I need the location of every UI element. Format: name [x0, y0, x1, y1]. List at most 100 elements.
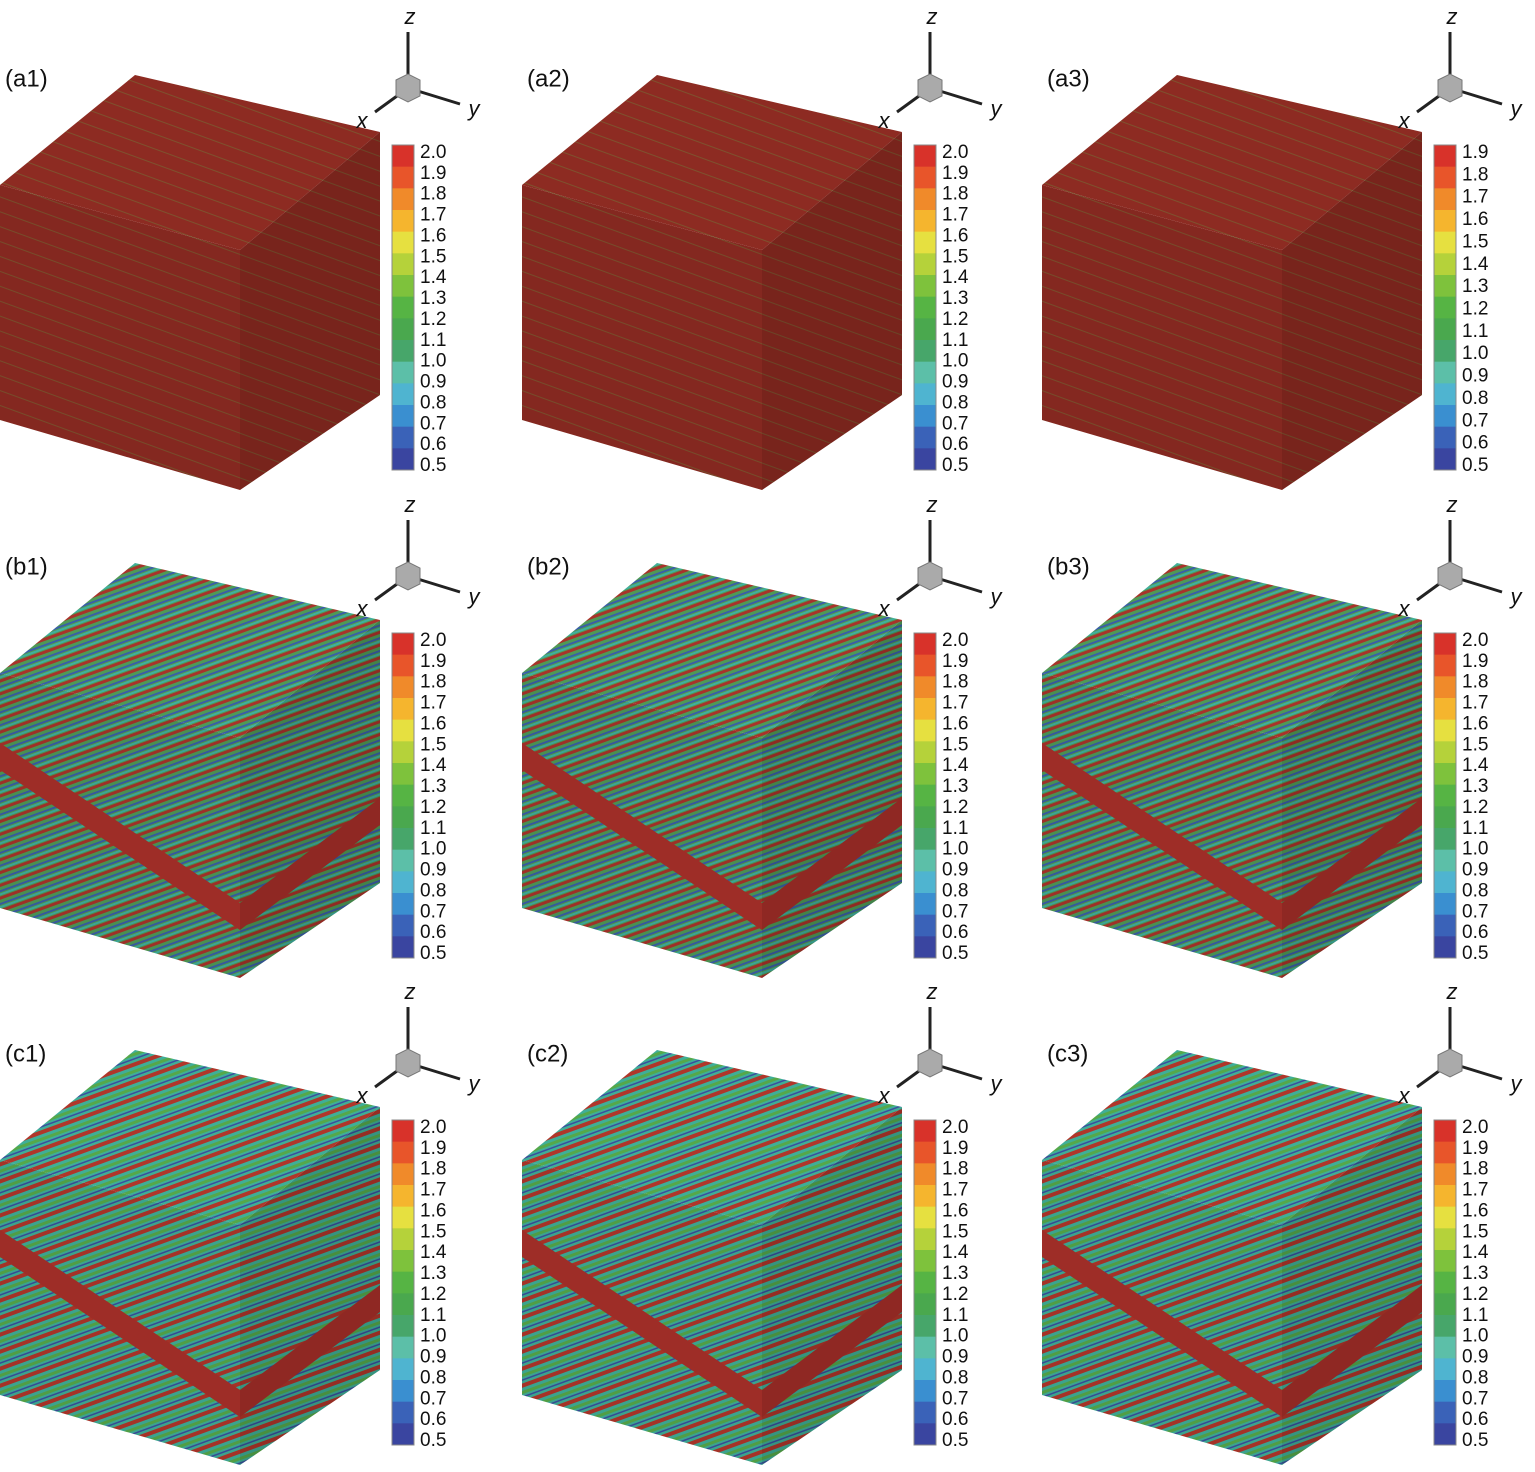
colorbar-label: 0.9: [420, 1347, 446, 1368]
colorbar-segment: [1434, 654, 1456, 677]
colorbar-label: 1.0: [942, 839, 968, 860]
colorbar-label: 1.8: [420, 672, 446, 693]
colorbar-label: 0.7: [420, 413, 446, 434]
axis-label-y: y: [989, 584, 1004, 609]
shade: [240, 1107, 380, 1465]
colorbar-label: 1.3: [942, 776, 968, 797]
shade: [1282, 1107, 1422, 1465]
panel-label: (b1): [5, 553, 48, 580]
red-band: [1042, 743, 1282, 930]
colorbar-label: 1.1: [420, 818, 446, 839]
colorbar-label: 0.5: [1462, 455, 1488, 476]
axis-label-y: y: [989, 1071, 1004, 1096]
cube-right: [240, 132, 380, 490]
colorbar-segment: [1434, 1185, 1456, 1208]
colorbar-segment: [392, 1228, 414, 1251]
triad-cube: [917, 73, 943, 103]
colorbar-segment: [914, 426, 936, 449]
colorbar-label: 1.1: [1462, 818, 1488, 839]
colorbar-segment: [1434, 188, 1456, 211]
colorbar-segment: [392, 741, 414, 764]
colorbar-label: 0.5: [942, 455, 968, 476]
colorbar-label: 0.5: [1462, 1430, 1488, 1451]
red-band: [240, 798, 380, 930]
triad-cube: [395, 1048, 421, 1078]
colorbar-label: 1.8: [942, 672, 968, 693]
colorbar-segment: [1434, 676, 1456, 699]
colorbar-segment: [914, 1336, 936, 1359]
colorbar-segment: [914, 828, 936, 851]
colorbar-segment: [1434, 361, 1456, 384]
colorbar-label: 0.6: [1462, 1409, 1488, 1430]
colorbar-label: 0.7: [1462, 901, 1488, 922]
colorbar-segment: [1434, 1271, 1456, 1294]
colorbar-segment: [914, 1315, 936, 1338]
colorbar-segment: [914, 1423, 936, 1446]
colorbar-segment: [1434, 1401, 1456, 1424]
axis-label-y: y: [989, 96, 1004, 121]
colorbar-segment: [1434, 741, 1456, 764]
shade: [0, 673, 240, 978]
panel-label: (c3): [1047, 1040, 1088, 1067]
red-band: [522, 743, 762, 930]
colorbar-label: 0.6: [420, 922, 446, 943]
colorbar-segment: [914, 361, 936, 384]
colorbar-label: 1.6: [420, 225, 446, 246]
colorbar-frame: [391, 144, 415, 471]
colorbar-label: 1.2: [1462, 1284, 1488, 1305]
colorbar-segment: [1434, 1423, 1456, 1446]
colorbar-label: 0.8: [942, 1367, 968, 1388]
colorbar-segment: [392, 763, 414, 786]
shade: [240, 620, 380, 978]
colorbar-label: 1.6: [420, 713, 446, 734]
colorbar-label: 0.5: [420, 943, 446, 964]
colorbar-label: 1.4: [942, 755, 969, 776]
colorbar-label: 0.7: [942, 1388, 968, 1409]
cube-top: [522, 1050, 902, 1225]
colorbar-segment: [392, 166, 414, 189]
axis-label-z: z: [404, 492, 416, 517]
red-band: [240, 1285, 380, 1417]
colorbar-label: 1.7: [420, 1180, 446, 1201]
colorbar-segment: [392, 1380, 414, 1403]
colorbar-label: 1.1: [942, 1305, 968, 1326]
colorbar-label: 1.0: [942, 351, 968, 372]
colorbar-segment: [392, 1163, 414, 1186]
colorbar-frame: [391, 632, 415, 959]
colorbar-segment: [914, 296, 936, 319]
colorbar-label: 0.9: [942, 1347, 968, 1368]
colorbar-label: 1.9: [942, 1138, 968, 1159]
colorbar-label: 1.2: [942, 309, 968, 330]
colorbar-segment: [392, 893, 414, 916]
axis-label-y: y: [467, 1071, 482, 1096]
colorbar-label: 1.6: [1462, 209, 1488, 230]
shade: [522, 673, 762, 978]
colorbar-label: 0.5: [420, 1430, 446, 1451]
red-band: [1282, 1285, 1422, 1417]
colorbar-label: 0.9: [420, 372, 446, 393]
colorbar-segment: [392, 849, 414, 872]
colorbar-segment: [914, 1380, 936, 1403]
axis-label-y: y: [467, 96, 482, 121]
colorbar-label: 1.3: [942, 1263, 968, 1284]
colorbar-frame: [1433, 632, 1457, 959]
colorbar-segment: [392, 1185, 414, 1208]
colorbar-segment: [392, 1336, 414, 1359]
colorbar-label: 1.8: [1462, 672, 1488, 693]
colorbar-label: 0.9: [1462, 860, 1488, 881]
colorbar-segment: [914, 741, 936, 764]
colorbar-segment: [1434, 1120, 1456, 1143]
panels: (a1)zx y2.01.91.81.71.61.51.41.31.21.11.0…: [0, 4, 1524, 1465]
colorbar-segment: [914, 936, 936, 959]
colorbar-label: 1.3: [1462, 1263, 1488, 1284]
colorbar-segment: [392, 340, 414, 363]
colorbar-segment: [1434, 231, 1456, 254]
colorbar-segment: [392, 275, 414, 298]
colorbar-label: 1.9: [942, 163, 968, 184]
red-band: [762, 798, 902, 930]
colorbar-label: 0.7: [942, 901, 968, 922]
shade: [762, 620, 902, 978]
colorbar-label: 1.1: [942, 330, 968, 351]
colorbar-label: 1.1: [942, 818, 968, 839]
colorbar-frame: [391, 1119, 415, 1446]
